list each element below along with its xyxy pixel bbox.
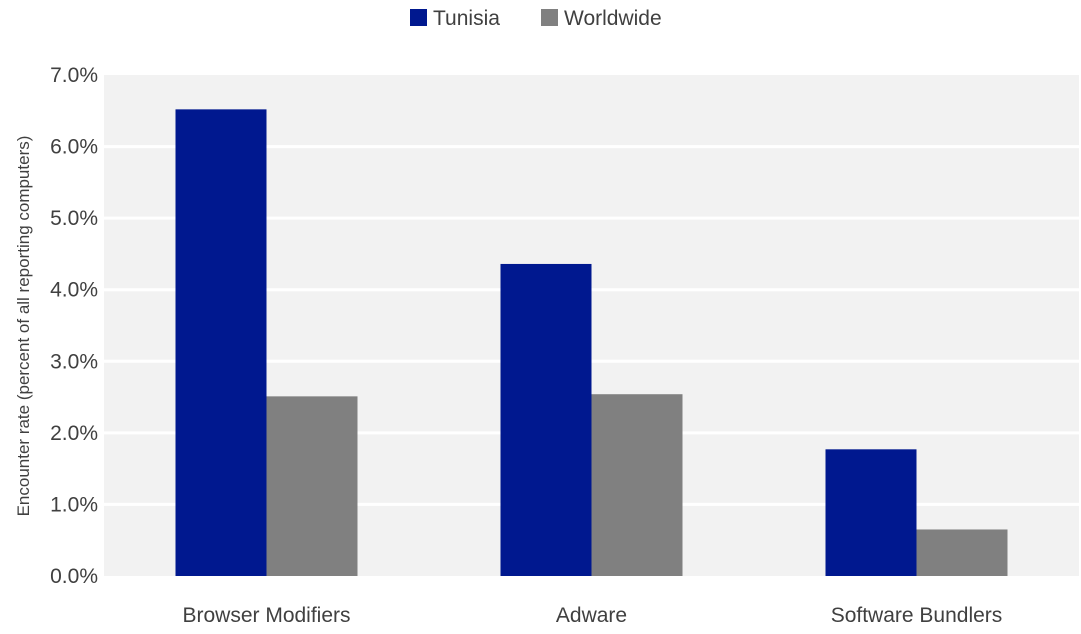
x-axis-labels: Browser Modifiers Adware Software Bundlers: [182, 604, 1002, 627]
y-tick-label: 0.0%: [50, 565, 98, 588]
legend-label-tunisia: Tunisia: [433, 7, 500, 30]
y-tick-label: 5.0%: [50, 207, 98, 230]
bar-worldwide-software-bundlers: [916, 529, 1008, 576]
legend-label-worldwide: Worldwide: [564, 7, 662, 30]
legend: Tunisia Worldwide: [410, 7, 662, 30]
legend-swatch-tunisia: [410, 9, 427, 26]
bar-worldwide-browser-modifiers: [266, 396, 358, 576]
bar-tunisia-browser-modifiers: [175, 109, 267, 577]
x-category-label: Software Bundlers: [831, 604, 1003, 627]
x-category-label: Adware: [556, 604, 627, 627]
legend-swatch-worldwide: [541, 9, 558, 26]
y-tick-label: 3.0%: [50, 350, 98, 373]
y-axis-ticks: 0.0% 1.0% 2.0% 3.0% 4.0% 5.0% 6.0% 7.0%: [50, 64, 98, 588]
bars: [175, 109, 1008, 577]
bar-worldwide-adware: [591, 394, 683, 576]
y-tick-label: 4.0%: [50, 279, 98, 302]
y-tick-label: 1.0%: [50, 493, 98, 516]
bar-tunisia-software-bundlers: [825, 449, 917, 576]
y-tick-label: 7.0%: [50, 64, 98, 87]
x-category-label: Browser Modifiers: [182, 604, 350, 627]
bar-tunisia-adware: [500, 263, 592, 576]
y-axis-title: Encounter rate (percent of all reporting…: [14, 136, 33, 517]
y-tick-label: 2.0%: [50, 422, 98, 445]
y-tick-label: 6.0%: [50, 136, 98, 159]
